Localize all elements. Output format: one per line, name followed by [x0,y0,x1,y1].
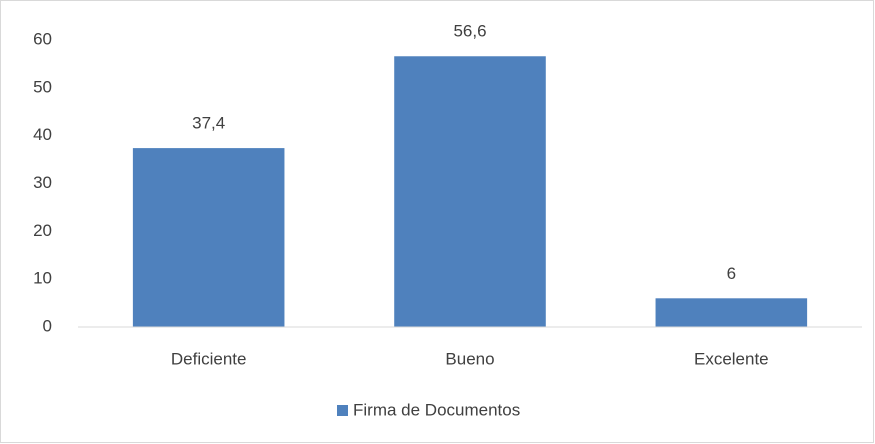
data-label: 37,4 [192,114,225,133]
data-label: 6 [727,264,736,283]
x-tick-label: Excelente [694,349,769,368]
y-tick-label: 0 [43,316,52,335]
bar [132,148,285,327]
y-tick-label: 20 [33,221,52,240]
y-tick-label: 50 [33,77,52,96]
bar [655,298,808,327]
y-tick-label: 40 [33,125,52,144]
x-tick-label: Bueno [445,349,494,368]
legend-label: Firma de Documentos [353,400,520,419]
y-tick-label: 30 [33,173,52,192]
bar [394,56,546,327]
y-tick-label: 10 [33,269,52,288]
legend-swatch [337,405,348,416]
y-tick-label: 60 [33,29,52,48]
x-tick-label: Deficiente [171,349,247,368]
data-label: 56,6 [453,22,486,41]
